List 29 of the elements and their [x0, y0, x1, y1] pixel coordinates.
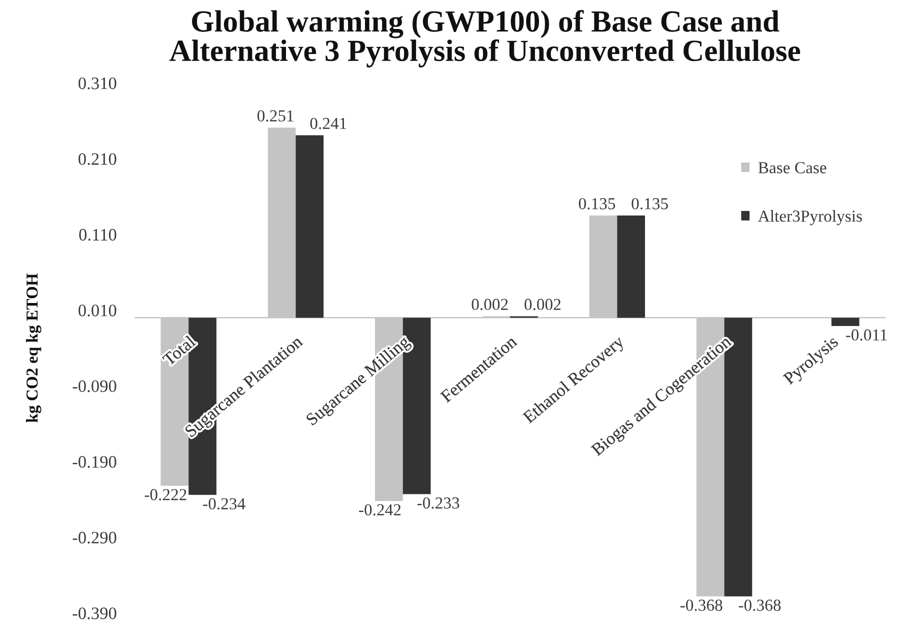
data-label: -0.368 — [738, 600, 781, 611]
y-tick-label: 0.310 — [78, 77, 116, 90]
legend-label: Alter3Pyrolysis — [758, 210, 862, 226]
y-tick-label: 0.110 — [79, 228, 116, 241]
bar — [831, 318, 860, 326]
data-label: -0.233 — [417, 497, 460, 509]
legend-label: Base Case — [758, 162, 826, 174]
x-tick-label: Total — [162, 334, 196, 366]
bar — [296, 135, 324, 318]
y-tick-label: -0.290 — [72, 532, 116, 544]
data-label: -0.011 — [846, 329, 887, 341]
data-label: 0.241 — [310, 118, 346, 130]
data-label: -0.234 — [203, 498, 246, 510]
data-label: -0.368 — [680, 600, 722, 611]
y-tick-label: -0.190 — [72, 456, 116, 468]
y-axis-title: kg CO2 eq kg ETOH — [26, 273, 42, 422]
data-label: -0.242 — [359, 504, 401, 516]
bar — [617, 216, 645, 318]
data-label: 0.135 — [578, 198, 616, 210]
data-label: 0.002 — [524, 298, 561, 310]
y-tick-label: 0.210 — [78, 153, 116, 165]
data-label: 0.251 — [257, 110, 294, 122]
y-tick-label: -0.390 — [72, 607, 116, 620]
data-label: 0.002 — [472, 298, 508, 310]
y-tick-label: 0.010 — [78, 304, 116, 316]
y-tick-label: -0.090 — [72, 380, 116, 392]
chart-title: Global warming (GWP100) of Base Case and Alternative 3 Pyrolysis of Unconverted Cellulose — [169, 10, 800, 68]
data-label: 0.135 — [632, 198, 668, 210]
data-label: -0.222 — [144, 489, 186, 500]
